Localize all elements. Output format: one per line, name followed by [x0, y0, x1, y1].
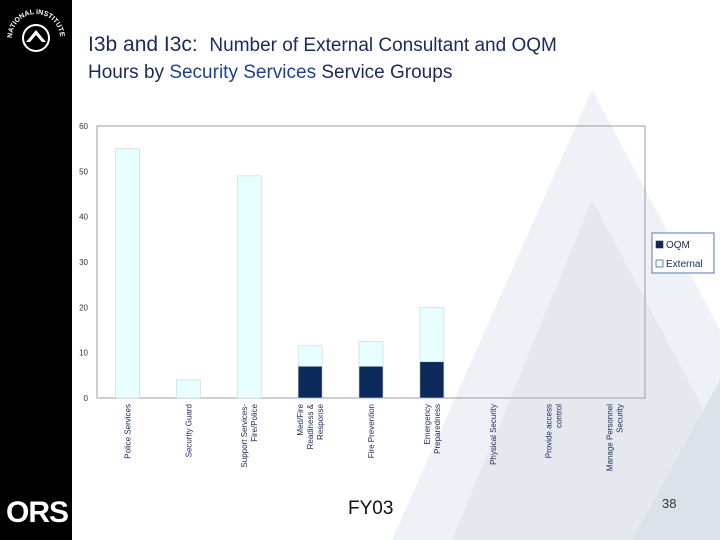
bar-chart: 0 10 20 30 40 50 60 Police Services Security Gua…	[79, 122, 715, 471]
y-tick-label: 10	[79, 349, 88, 358]
y-tick-label: 20	[79, 303, 88, 312]
x-tick-label: Provide accesscontrol	[545, 404, 564, 458]
nih-logo: NATIONAL INSTITUTES OF HEALTH	[4, 4, 65, 52]
title-highlight: Security Services	[169, 62, 317, 83]
title-code: I3b and I3c:	[88, 33, 198, 56]
x-tick-label: Physical Security	[489, 404, 498, 465]
fiscal-year-label: FY03	[348, 498, 394, 519]
x-tick-label: EmergencyPreparedness	[423, 404, 442, 454]
x-tick-label: Police Services	[123, 404, 132, 459]
page-number: 38	[662, 496, 677, 511]
bar-oqm	[419, 361, 445, 399]
y-tick-label: 0	[84, 394, 89, 403]
bar-external	[236, 175, 262, 399]
legend-swatch-oqm	[655, 240, 664, 249]
x-tick-label: Support Services-Fire/Police	[240, 403, 259, 467]
y-tick-label: 40	[79, 213, 88, 222]
bar-oqm	[358, 365, 384, 399]
legend-label-oqm: OQM	[666, 240, 690, 251]
y-tick-label: 50	[79, 167, 88, 176]
bar-external	[297, 345, 323, 367]
bar-oqm	[297, 365, 323, 399]
slide-title: I3b and I3c: Number of External Consulta…	[88, 32, 708, 87]
ors-logo: ORS	[6, 496, 69, 529]
bar-external	[358, 341, 384, 367]
x-tick-label: Med/FireReadiness &Response	[296, 403, 325, 449]
y-tick-label: 30	[79, 258, 88, 267]
background-decoration	[392, 90, 720, 540]
bar-external	[176, 379, 201, 399]
x-tick-label: Fire Prevention	[367, 404, 376, 458]
title-line2-b: Service Groups	[321, 62, 453, 83]
x-tick-label: Security Guard	[184, 404, 193, 457]
legend-swatch-external	[655, 259, 664, 268]
title-line2-a: Hours by	[88, 62, 165, 83]
bar-external	[419, 307, 445, 363]
bar-external	[115, 148, 140, 399]
x-tick-label: Manage PersonnelSecurity	[606, 404, 625, 471]
y-tick-label: 60	[79, 122, 88, 131]
title-text: Number of External Consultant and OQM	[209, 35, 557, 56]
sidebar: NATIONAL INSTITUTES OF HEALTH ORS	[0, 0, 72, 540]
legend-label-external: External	[666, 259, 703, 270]
